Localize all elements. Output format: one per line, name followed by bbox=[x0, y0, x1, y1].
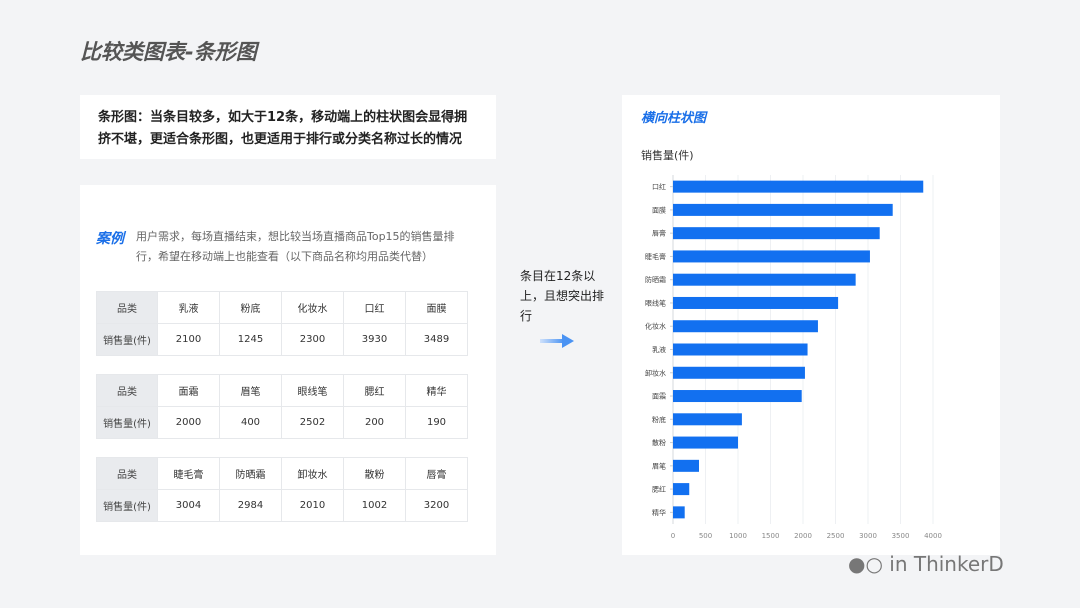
bar bbox=[673, 180, 924, 193]
table-cell: 腮红 bbox=[343, 374, 406, 407]
bar bbox=[673, 506, 685, 519]
table-cell: 面霜 bbox=[157, 374, 220, 407]
bar bbox=[673, 483, 690, 496]
table-cell: 卸妆水 bbox=[281, 457, 344, 490]
category-label: 面霜 bbox=[652, 393, 666, 401]
category-label: 口红 bbox=[652, 182, 666, 191]
x-tick-label: 3500 bbox=[892, 532, 910, 540]
table-cell: 乳液 bbox=[157, 291, 220, 324]
x-tick-label: 1500 bbox=[762, 532, 780, 540]
x-tick-label: 1000 bbox=[729, 532, 747, 540]
table-cell: 1245 bbox=[219, 323, 282, 356]
watermark-text: in ThinkerD bbox=[889, 552, 1004, 576]
data-table-3: 品类 睫毛膏 防晒霜 卸妆水 散粉 唇膏 销售量(件) 3004 2984 20… bbox=[96, 457, 468, 522]
arrow-text: 条目在12条以上，且想突出排行 bbox=[520, 269, 605, 323]
x-tick-label: 500 bbox=[699, 532, 712, 540]
category-label: 卸妆水 bbox=[645, 368, 666, 377]
table-cell: 化妆水 bbox=[281, 291, 344, 324]
category-label: 唇膏 bbox=[652, 229, 666, 238]
category-label: 睫毛膏 bbox=[645, 252, 666, 261]
table-cell: 眉笔 bbox=[219, 374, 282, 407]
bar bbox=[673, 296, 839, 309]
table-value-label: 销售量(件) bbox=[96, 489, 158, 522]
description-text: 条形图：当条目较多，如大于12条，移动端上的柱状图会显得拥挤不堪，更适合条形图，… bbox=[98, 110, 468, 147]
bar bbox=[673, 273, 856, 286]
table-cell: 睫毛膏 bbox=[157, 457, 220, 490]
bar bbox=[673, 459, 699, 472]
category-label: 乳液 bbox=[652, 345, 666, 354]
table-header-label: 品类 bbox=[96, 457, 158, 490]
table-cell: 防晒霜 bbox=[219, 457, 282, 490]
bar bbox=[673, 320, 818, 333]
table-cell: 2300 bbox=[281, 323, 344, 356]
table-cell: 400 bbox=[219, 406, 282, 439]
watermark: ●○ in ThinkerD bbox=[848, 552, 1004, 576]
table-cell: 2000 bbox=[157, 406, 220, 439]
table-cell: 面膜 bbox=[405, 291, 468, 324]
category-label: 面膜 bbox=[652, 205, 666, 214]
table-row: 销售量(件) 2100 1245 2300 3930 3489 bbox=[96, 323, 468, 356]
table-cell: 2984 bbox=[219, 489, 282, 522]
x-tick-label: 2500 bbox=[827, 532, 845, 540]
category-label: 散粉 bbox=[652, 438, 666, 447]
table-row: 销售量(件) 3004 2984 2010 1002 3200 bbox=[96, 489, 468, 522]
table-cell: 散粉 bbox=[343, 457, 406, 490]
chart-card: 横向柱状图 销售量(件) 0 500 1000 1500 2000 2500 3000 350… bbox=[622, 95, 1000, 555]
category-label: 精华 bbox=[652, 508, 666, 517]
bar-chart: 0 500 1000 1500 2000 2500 3000 3500 4000 口红面膜唇膏睫毛… bbox=[645, 175, 942, 540]
chart-title: 横向柱状图 bbox=[641, 111, 707, 126]
category-label: 防晒霜 bbox=[645, 275, 666, 284]
category-label: 化妆水 bbox=[645, 322, 666, 331]
case-card: 案例 用户需求，每场直播结束，想比较当场直播商品Top15的销售量排行，希望在移… bbox=[80, 185, 496, 555]
x-tick-label: 3000 bbox=[859, 532, 877, 540]
case-tag: 案例 bbox=[96, 231, 124, 247]
x-tick-label: 2000 bbox=[794, 532, 812, 540]
table-cell: 口红 bbox=[343, 291, 406, 324]
table-cell: 3200 bbox=[405, 489, 468, 522]
right-arrow-icon bbox=[540, 334, 574, 348]
bar bbox=[673, 366, 805, 379]
table-cell: 3489 bbox=[405, 323, 468, 356]
table-cell: 190 bbox=[405, 406, 468, 439]
category-label: 眼线笔 bbox=[645, 298, 666, 307]
x-tick-label: 4000 bbox=[924, 532, 942, 540]
page-title: 比较类图表-条形图 bbox=[80, 40, 257, 64]
wechat-icon: ●○ bbox=[848, 552, 883, 576]
category-label: 眉笔 bbox=[652, 461, 666, 470]
table-cell: 2100 bbox=[157, 323, 220, 356]
category-label: 粉底 bbox=[652, 415, 666, 424]
table-row: 品类 睫毛膏 防晒霜 卸妆水 散粉 唇膏 bbox=[96, 457, 468, 490]
data-table-1: 品类 乳液 粉底 化妆水 口红 面膜 销售量(件) 2100 1245 2300… bbox=[96, 291, 468, 356]
table-value-label: 销售量(件) bbox=[96, 323, 158, 356]
table-value-label: 销售量(件) bbox=[96, 406, 158, 439]
bar bbox=[673, 250, 870, 263]
table-cell: 3004 bbox=[157, 489, 220, 522]
table-cell: 眼线笔 bbox=[281, 374, 344, 407]
bar bbox=[673, 227, 880, 240]
bar bbox=[673, 390, 802, 403]
table-cell: 精华 bbox=[405, 374, 468, 407]
bar bbox=[673, 343, 808, 356]
category-label: 腮红 bbox=[652, 485, 666, 494]
table-cell: 粉底 bbox=[219, 291, 282, 324]
table-header-label: 品类 bbox=[96, 374, 158, 407]
chart-ylabel: 销售量(件) bbox=[641, 149, 694, 162]
case-text: 用户需求，每场直播结束，想比较当场直播商品Top15的销售量排行，希望在移动端上… bbox=[136, 230, 455, 263]
table-cell: 200 bbox=[343, 406, 406, 439]
table-cell: 2010 bbox=[281, 489, 344, 522]
description-card: 条形图：当条目较多，如大于12条，移动端上的柱状图会显得拥挤不堪，更适合条形图，… bbox=[80, 95, 496, 159]
table-cell: 2502 bbox=[281, 406, 344, 439]
table-cell: 1002 bbox=[343, 489, 406, 522]
bar bbox=[673, 413, 742, 426]
bar bbox=[673, 203, 893, 216]
bar bbox=[673, 436, 738, 449]
x-tick-label: 0 bbox=[671, 532, 675, 540]
table-row: 品类 乳液 粉底 化妆水 口红 面膜 bbox=[96, 291, 468, 324]
table-cell: 唇膏 bbox=[405, 457, 468, 490]
table-row: 销售量(件) 2000 400 2502 200 190 bbox=[96, 406, 468, 439]
table-row: 品类 面霜 眉笔 眼线笔 腮红 精华 bbox=[96, 374, 468, 407]
data-table-2: 品类 面霜 眉笔 眼线笔 腮红 精华 销售量(件) 2000 400 2502 … bbox=[96, 374, 468, 439]
table-header-label: 品类 bbox=[96, 291, 158, 324]
table-cell: 3930 bbox=[343, 323, 406, 356]
